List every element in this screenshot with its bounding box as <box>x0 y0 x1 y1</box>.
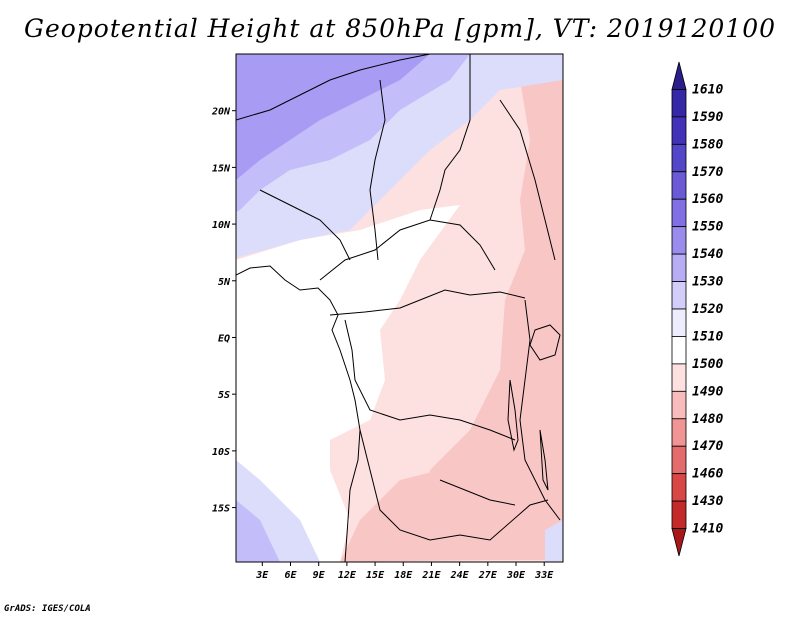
colorbar-segment <box>671 116 687 145</box>
border-south-b <box>439 479 516 506</box>
map-frame <box>235 53 564 563</box>
lake-tanganyika <box>507 379 519 452</box>
field-1490-south <box>340 470 480 562</box>
colorbar-label: 1500 <box>692 357 723 372</box>
colorbar-label: 1540 <box>692 247 723 262</box>
lon-tick-label: 30E <box>506 570 526 581</box>
latitude-ticks: 20N 15N 10N 5N EQ 5S 10S 15S <box>211 107 236 515</box>
lat-tick-label: 15N <box>212 163 231 174</box>
colorbar-label: 1560 <box>692 192 723 207</box>
border-east-rift <box>519 299 561 521</box>
colorbar-label: 1580 <box>692 137 723 152</box>
colorbar-segment <box>671 89 687 118</box>
colorbar-label: 1530 <box>692 275 723 290</box>
border-congo-river <box>344 319 516 441</box>
field-1490-east <box>420 70 563 560</box>
colorbar-segment <box>671 528 687 557</box>
colorbar-segment <box>671 445 687 475</box>
lat-tick-label: EQ <box>218 333 230 344</box>
colorbar-label: 1520 <box>692 302 723 317</box>
lat-tick-label: 20N <box>211 107 231 118</box>
colorbar-segment <box>671 253 687 282</box>
lon-tick-label: 21E <box>421 570 441 581</box>
colorbar-segment <box>671 171 687 200</box>
field-1540 <box>236 54 430 180</box>
colorbar-label: 1430 <box>692 494 723 509</box>
lat-tick-label: 5S <box>218 390 230 401</box>
colorbar-label: 1610 <box>692 82 723 97</box>
colorbar-segment <box>671 143 687 173</box>
colorbar: 1610 1590 1580 1570 1560 1550 1540 1530 1520 1510… <box>671 61 723 557</box>
height-field <box>236 54 563 562</box>
field-1510 <box>236 205 460 562</box>
lat-tick-label: 10N <box>212 220 231 231</box>
colorbar-segment <box>671 336 687 365</box>
lake-victoria <box>529 324 561 361</box>
lon-tick-label: 15E <box>366 570 385 581</box>
colorbar-label: 1510 <box>692 329 723 344</box>
colorbar-segment <box>671 500 687 529</box>
colorbar-segment <box>671 61 687 90</box>
longitude-ticks: 3E 6E 9E 12E 15E 18E 21E 24E 27E 30E 33E <box>255 562 554 581</box>
lon-tick-label: 24E <box>450 570 470 581</box>
lat-tick-label: 10S <box>212 447 230 458</box>
colorbar-segment <box>671 198 687 228</box>
field-1530-southwest <box>236 500 280 562</box>
border-northwest-b <box>429 54 471 221</box>
figure-title: Geopotential Height at 850hPa [gpm], VT:… <box>23 14 777 43</box>
border-center-a <box>369 79 386 261</box>
border-east-a <box>499 99 556 261</box>
grads-credit: GrADS: IGES/COLA <box>4 604 91 614</box>
colorbar-label: 1570 <box>692 165 723 180</box>
colorbar-label: 1490 <box>692 384 723 399</box>
colorbar-segment <box>671 473 687 502</box>
colorbar-segment <box>671 226 687 255</box>
lake-malawi <box>539 429 549 491</box>
lon-tick-label: 3E <box>255 570 269 581</box>
colorbar-segment <box>671 281 687 310</box>
colorbar-segment <box>671 308 687 337</box>
border-center-b <box>319 219 496 281</box>
border-west-a <box>259 189 351 261</box>
colorbar-label: 1590 <box>692 110 723 125</box>
lon-tick-label: 12E <box>338 570 357 581</box>
border-equatorial <box>329 289 526 316</box>
colorbar-label: 1550 <box>692 220 723 235</box>
colorbar-segment <box>671 363 687 392</box>
lon-tick-label: 27E <box>478 570 498 581</box>
lon-tick-label: 6E <box>284 570 297 581</box>
lon-tick-label: 9E <box>313 570 326 581</box>
lon-tick-label: 18E <box>394 570 413 581</box>
coastline-west <box>236 265 361 562</box>
colorbar-label: 1460 <box>692 467 723 482</box>
lat-tick-label: 5N <box>218 277 231 288</box>
country-borders <box>236 54 561 562</box>
colorbar-segment <box>671 390 687 420</box>
border-south-a <box>359 429 549 541</box>
colorbar-label: 1410 <box>692 522 723 537</box>
lat-tick-label: 15S <box>212 504 230 515</box>
lon-tick-label: 33E <box>534 570 554 581</box>
field-1520-southeast <box>545 520 563 562</box>
border-northwest-a <box>236 54 431 121</box>
colorbar-label: 1470 <box>692 439 723 454</box>
colorbar-segment <box>671 418 687 447</box>
colorbar-label: 1480 <box>692 412 723 427</box>
